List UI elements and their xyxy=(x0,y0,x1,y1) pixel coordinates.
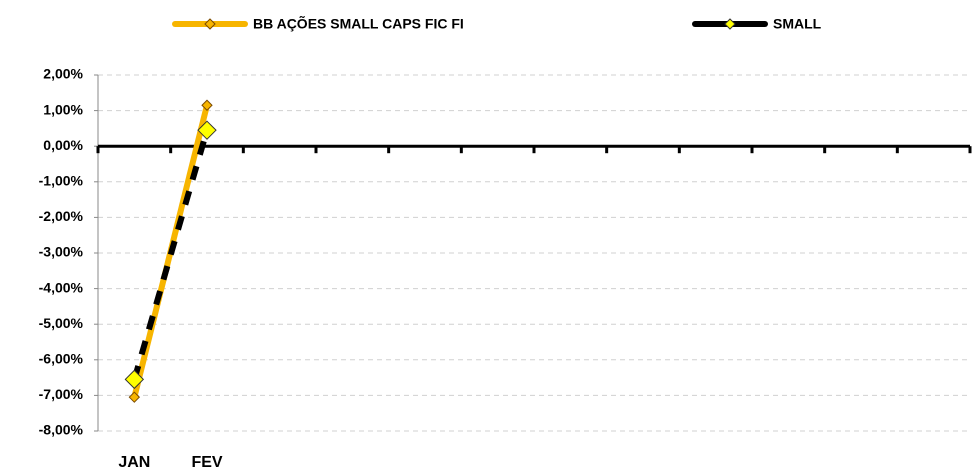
y-tick-label: -8,00% xyxy=(39,422,84,438)
y-tick-label: -6,00% xyxy=(39,351,84,367)
point-marker xyxy=(197,120,217,140)
series-line xyxy=(131,129,210,381)
y-tick-label: -7,00% xyxy=(39,386,84,402)
point-marker xyxy=(124,369,145,390)
y-tick-label: -1,00% xyxy=(39,173,84,189)
x-tick-label: FEV xyxy=(191,454,222,471)
y-tick-label: 1,00% xyxy=(43,101,83,117)
legend-label: SMALL xyxy=(773,16,822,32)
legend-marker xyxy=(204,18,216,30)
legend-label: BB AÇÕES SMALL CAPS FIC FI xyxy=(253,15,464,32)
x-tick-label: JAN xyxy=(118,454,150,471)
point-marker xyxy=(128,391,141,403)
legend-marker xyxy=(724,18,736,30)
y-tick-label: 0,00% xyxy=(43,137,83,153)
y-tick-label: 2,00% xyxy=(43,66,83,82)
y-tick-label: -3,00% xyxy=(39,244,84,260)
y-tick-label: -5,00% xyxy=(39,315,84,331)
y-tick-label: -4,00% xyxy=(39,279,84,295)
point-marker xyxy=(201,99,213,111)
y-tick-label: -2,00% xyxy=(39,208,84,224)
